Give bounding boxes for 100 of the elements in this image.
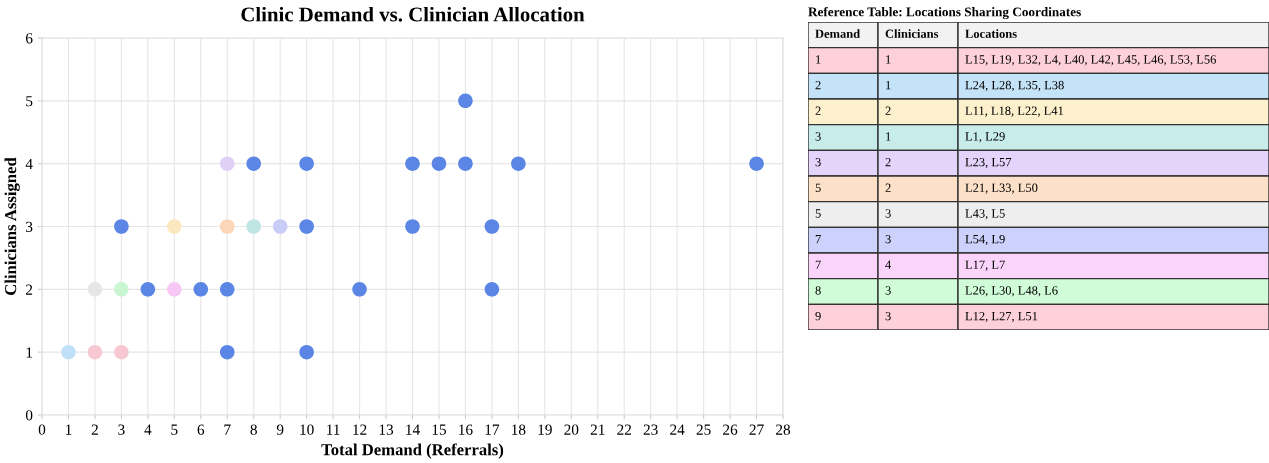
x-tick-label: 10 — [300, 424, 314, 435]
text: 3 — [815, 132, 821, 141]
point — [61, 344, 76, 360]
x-tick-label: 5 — [171, 424, 178, 435]
point — [458, 93, 473, 109]
x-tick-label: 26 — [723, 424, 738, 435]
x-tick-label: 14 — [406, 424, 420, 435]
point — [458, 156, 473, 171]
point — [431, 156, 447, 171]
x-tick-label: 9 — [276, 424, 284, 435]
point — [405, 219, 420, 234]
text: 7 — [815, 260, 821, 269]
point — [299, 156, 314, 171]
point — [87, 344, 103, 360]
point — [167, 282, 182, 297]
point — [193, 282, 209, 297]
x-tick-label: 23 — [643, 424, 658, 435]
point — [219, 282, 235, 297]
x-tick-label: 18 — [512, 424, 526, 435]
y-tick-label: 5 — [26, 96, 33, 107]
text: 2 — [815, 80, 821, 90]
point — [749, 156, 764, 171]
x-tick-label: 16 — [459, 424, 473, 435]
point — [484, 282, 500, 297]
text: 3 — [885, 234, 891, 244]
y-tick-label: 0 — [25, 410, 33, 421]
point — [219, 156, 235, 171]
point — [299, 344, 314, 360]
x-tick-label: 17 — [485, 424, 500, 435]
x-tick-label: 6 — [197, 424, 205, 435]
text: 1 — [816, 55, 821, 64]
chart-title: Clinic Demand vs. Clinician Allocation — [241, 6, 585, 22]
point — [299, 219, 314, 234]
y-tick-label: 3 — [26, 221, 33, 232]
text: 7 — [815, 234, 821, 244]
text: Demand — [815, 29, 860, 38]
point — [405, 156, 420, 171]
x-tick-label: 8 — [250, 424, 257, 435]
x-tick-label: 27 — [749, 424, 764, 435]
text: 9 — [815, 311, 821, 321]
x-tick-label: 12 — [353, 424, 367, 435]
x-tick-label: 1 — [65, 424, 72, 435]
point — [219, 219, 235, 234]
x-tick-label: 21 — [590, 424, 605, 435]
text: 3 — [885, 209, 891, 218]
x-tick-label: 22 — [617, 424, 632, 435]
y-tick-label: 6 — [25, 33, 33, 44]
x-tick-label: 28 — [776, 424, 791, 435]
point — [140, 282, 156, 297]
x-tick-label: 24 — [670, 424, 685, 435]
text: 3 — [885, 286, 891, 295]
point — [219, 344, 235, 360]
x-tick-label: 3 — [118, 424, 125, 435]
x-tick-label: 0 — [38, 424, 46, 435]
text: Reference Table: Locations Sharing Coordinates — [808, 6, 1081, 20]
point — [246, 156, 261, 171]
text: L23, L57 — [965, 157, 1012, 169]
text: Clinicians — [885, 29, 939, 38]
text: 1 — [886, 80, 891, 90]
text: 5 — [815, 183, 821, 192]
text: 8 — [815, 286, 821, 295]
x-tick-label: 13 — [379, 424, 394, 435]
text: 1 — [886, 55, 891, 64]
point — [246, 219, 261, 234]
x-tick-label: 20 — [564, 424, 579, 435]
text: L21, L33, L50 — [965, 183, 1038, 194]
point — [114, 282, 129, 297]
text: 2 — [815, 106, 821, 115]
text: 2 — [885, 183, 891, 192]
y-axis-title: Clinicians Assigned — [4, 157, 20, 295]
text: L15, L19, L32, L4, L40, L42, L45, L46, L53, L56 — [965, 55, 1216, 66]
point — [114, 344, 129, 360]
text: 3 — [815, 157, 821, 167]
x-tick-label: 19 — [538, 424, 552, 435]
text: 5 — [815, 209, 821, 218]
x-tick-label: 4 — [144, 424, 152, 435]
y-tick-label: 2 — [26, 284, 33, 295]
x-tick-label: 11 — [327, 424, 340, 435]
point — [167, 219, 182, 234]
text: L11, L18, L22, L41 — [965, 106, 1064, 117]
x-axis-title: Total Demand (Referrals) — [321, 443, 504, 459]
text: L1, L29 — [965, 132, 1005, 143]
text: Locations — [965, 29, 1017, 38]
text: L17, L7 — [965, 260, 1005, 271]
y-tick-label: 4 — [25, 158, 33, 169]
text: 4 — [885, 260, 892, 269]
point — [484, 219, 500, 234]
text: L54, L9 — [965, 234, 1005, 246]
x-tick-label: 25 — [696, 424, 711, 435]
y-tick-label: 1 — [26, 347, 33, 358]
text: 2 — [885, 106, 891, 115]
x-tick-label: 2 — [91, 424, 98, 435]
x-tick-label: 15 — [432, 424, 447, 435]
point — [272, 219, 288, 234]
text: 1 — [886, 132, 891, 141]
point — [114, 219, 129, 234]
x-tick-label: 7 — [224, 424, 231, 435]
text: 2 — [885, 157, 891, 167]
text: 3 — [885, 311, 891, 321]
point — [352, 282, 367, 297]
